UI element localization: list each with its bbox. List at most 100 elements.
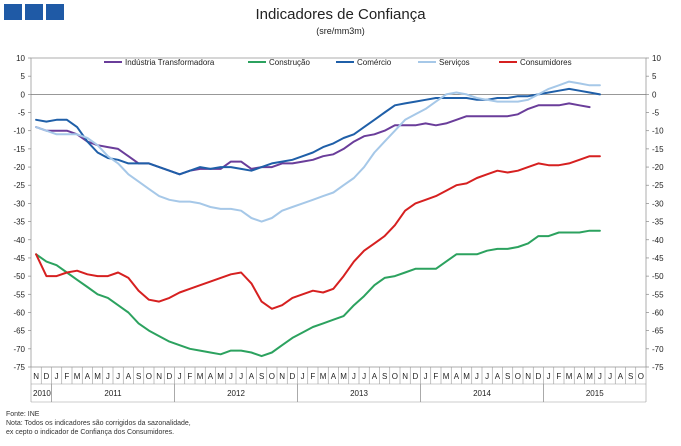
x-tick-label-month: J bbox=[116, 372, 120, 381]
x-tick-label-month: M bbox=[443, 372, 450, 381]
y-tick-label-right: -45 bbox=[652, 254, 664, 263]
y-tick-label-left: -55 bbox=[13, 290, 25, 299]
y-tick-label-right: -40 bbox=[652, 236, 664, 245]
x-tick-label-month: A bbox=[372, 372, 378, 381]
x-tick-label-month: S bbox=[259, 372, 264, 381]
y-tick-label-right: -25 bbox=[652, 181, 664, 190]
x-tick-label-month: A bbox=[208, 372, 214, 381]
x-tick-label-month: J bbox=[608, 372, 612, 381]
x-tick-label-month: F bbox=[310, 372, 315, 381]
logo-block bbox=[4, 4, 22, 20]
y-tick-label-left: 10 bbox=[16, 54, 25, 63]
series-line bbox=[35, 87, 601, 176]
x-tick-label-month: F bbox=[433, 372, 438, 381]
y-tick-label-left: -15 bbox=[13, 145, 25, 154]
y-tick-label-left: -60 bbox=[13, 308, 25, 317]
x-tick-label-month: D bbox=[535, 372, 541, 381]
legend-label: Indústria Transformadora bbox=[125, 58, 215, 67]
x-tick-label-month: O bbox=[269, 372, 275, 381]
x-tick-label-year: 2010 bbox=[33, 389, 51, 398]
x-tick-label-month: N bbox=[402, 372, 408, 381]
x-tick-label-month: J bbox=[352, 372, 356, 381]
x-tick-label-month: S bbox=[505, 372, 510, 381]
y-tick-label-right: -65 bbox=[652, 327, 664, 336]
x-tick-label-month: J bbox=[424, 372, 428, 381]
x-tick-label-month: M bbox=[217, 372, 224, 381]
x-tick-label-year: 2015 bbox=[586, 389, 604, 398]
x-tick-label-month: O bbox=[392, 372, 398, 381]
x-tick-label-month: A bbox=[577, 372, 583, 381]
x-tick-label-month: N bbox=[279, 372, 285, 381]
x-tick-label-month: J bbox=[239, 372, 243, 381]
y-tick-label-right: -55 bbox=[652, 290, 664, 299]
x-tick-label-month: S bbox=[628, 372, 633, 381]
y-tick-label-left: -25 bbox=[13, 181, 25, 190]
x-tick-label-month: J bbox=[229, 372, 233, 381]
x-tick-label-month: M bbox=[94, 372, 101, 381]
x-tick-label-year: 2012 bbox=[227, 389, 245, 398]
x-tick-label-month: J bbox=[178, 372, 182, 381]
x-tick-label-month: F bbox=[556, 372, 561, 381]
legend-label: Serviços bbox=[439, 58, 470, 67]
y-tick-label-right: 0 bbox=[652, 90, 657, 99]
y-tick-label-right: -60 bbox=[652, 308, 664, 317]
x-tick-label-month: O bbox=[515, 372, 521, 381]
x-tick-label-month: A bbox=[249, 372, 255, 381]
y-tick-label-left: -10 bbox=[13, 127, 25, 136]
logo-block bbox=[25, 4, 43, 20]
y-tick-label-left: -50 bbox=[13, 272, 25, 281]
y-tick-label-right: 10 bbox=[652, 54, 661, 63]
y-tick-label-right: -35 bbox=[652, 218, 664, 227]
x-tick-label-year: 2014 bbox=[473, 389, 491, 398]
y-tick-label-right: 5 bbox=[652, 72, 657, 81]
x-tick-label-month: J bbox=[106, 372, 110, 381]
chart-title: Indicadores de Confiança bbox=[255, 6, 426, 23]
y-tick-label-right: -20 bbox=[652, 163, 664, 172]
y-tick-label-right: -70 bbox=[652, 345, 664, 354]
y-tick-label-right: -5 bbox=[652, 109, 660, 118]
legend-label: Consumidores bbox=[520, 58, 572, 67]
y-tick-label-right: -10 bbox=[652, 127, 664, 136]
x-tick-label-month: M bbox=[320, 372, 327, 381]
x-tick-label-year: 2013 bbox=[350, 389, 368, 398]
x-tick-label-month: J bbox=[362, 372, 366, 381]
y-tick-label-left: -75 bbox=[13, 363, 25, 372]
series-line bbox=[35, 80, 601, 223]
x-tick-label-month: M bbox=[197, 372, 204, 381]
x-tick-label-month: N bbox=[525, 372, 531, 381]
x-tick-label-month: M bbox=[566, 372, 573, 381]
x-tick-label-month: J bbox=[598, 372, 602, 381]
y-tick-label-left: -70 bbox=[13, 345, 25, 354]
note-line-2: ex cepto o indicador de Confiança dos Co… bbox=[6, 429, 175, 436]
x-tick-label-month: A bbox=[618, 372, 624, 381]
x-tick-label-month: M bbox=[463, 372, 470, 381]
ine-logo bbox=[4, 4, 64, 20]
chart-subtitle: (sre/mm3m) bbox=[316, 26, 365, 36]
x-tick-label-month: N bbox=[156, 372, 162, 381]
source-note: Fonte: INE bbox=[6, 411, 40, 418]
x-tick-label-month: M bbox=[74, 372, 81, 381]
logo-block bbox=[46, 4, 64, 20]
x-tick-label-month: A bbox=[126, 372, 132, 381]
y-tick-label-right: -50 bbox=[652, 272, 664, 281]
y-tick-label-right: -75 bbox=[652, 363, 664, 372]
x-tick-label-month: O bbox=[146, 372, 152, 381]
y-tick-label-left: -5 bbox=[18, 109, 26, 118]
y-tick-label-left: -30 bbox=[13, 199, 25, 208]
y-tick-label-left: -65 bbox=[13, 327, 25, 336]
x-tick-label-month: M bbox=[340, 372, 347, 381]
x-tick-label-month: O bbox=[638, 372, 644, 381]
y-tick-label-left: 5 bbox=[21, 72, 26, 81]
y-tick-label-left: -40 bbox=[13, 236, 25, 245]
y-tick-label-left: -20 bbox=[13, 163, 25, 172]
x-tick-label-month: N bbox=[33, 372, 39, 381]
legend-label: Construção bbox=[269, 58, 310, 67]
note-line-1: Nota: Todos os indicadores são corrigido… bbox=[6, 420, 191, 427]
x-tick-label-month: A bbox=[454, 372, 460, 381]
x-tick-label-month: M bbox=[586, 372, 593, 381]
y-tick-label-left: -35 bbox=[13, 218, 25, 227]
x-tick-label-month: J bbox=[301, 372, 305, 381]
x-tick-label-month: D bbox=[289, 372, 295, 381]
x-tick-label-month: S bbox=[382, 372, 387, 381]
